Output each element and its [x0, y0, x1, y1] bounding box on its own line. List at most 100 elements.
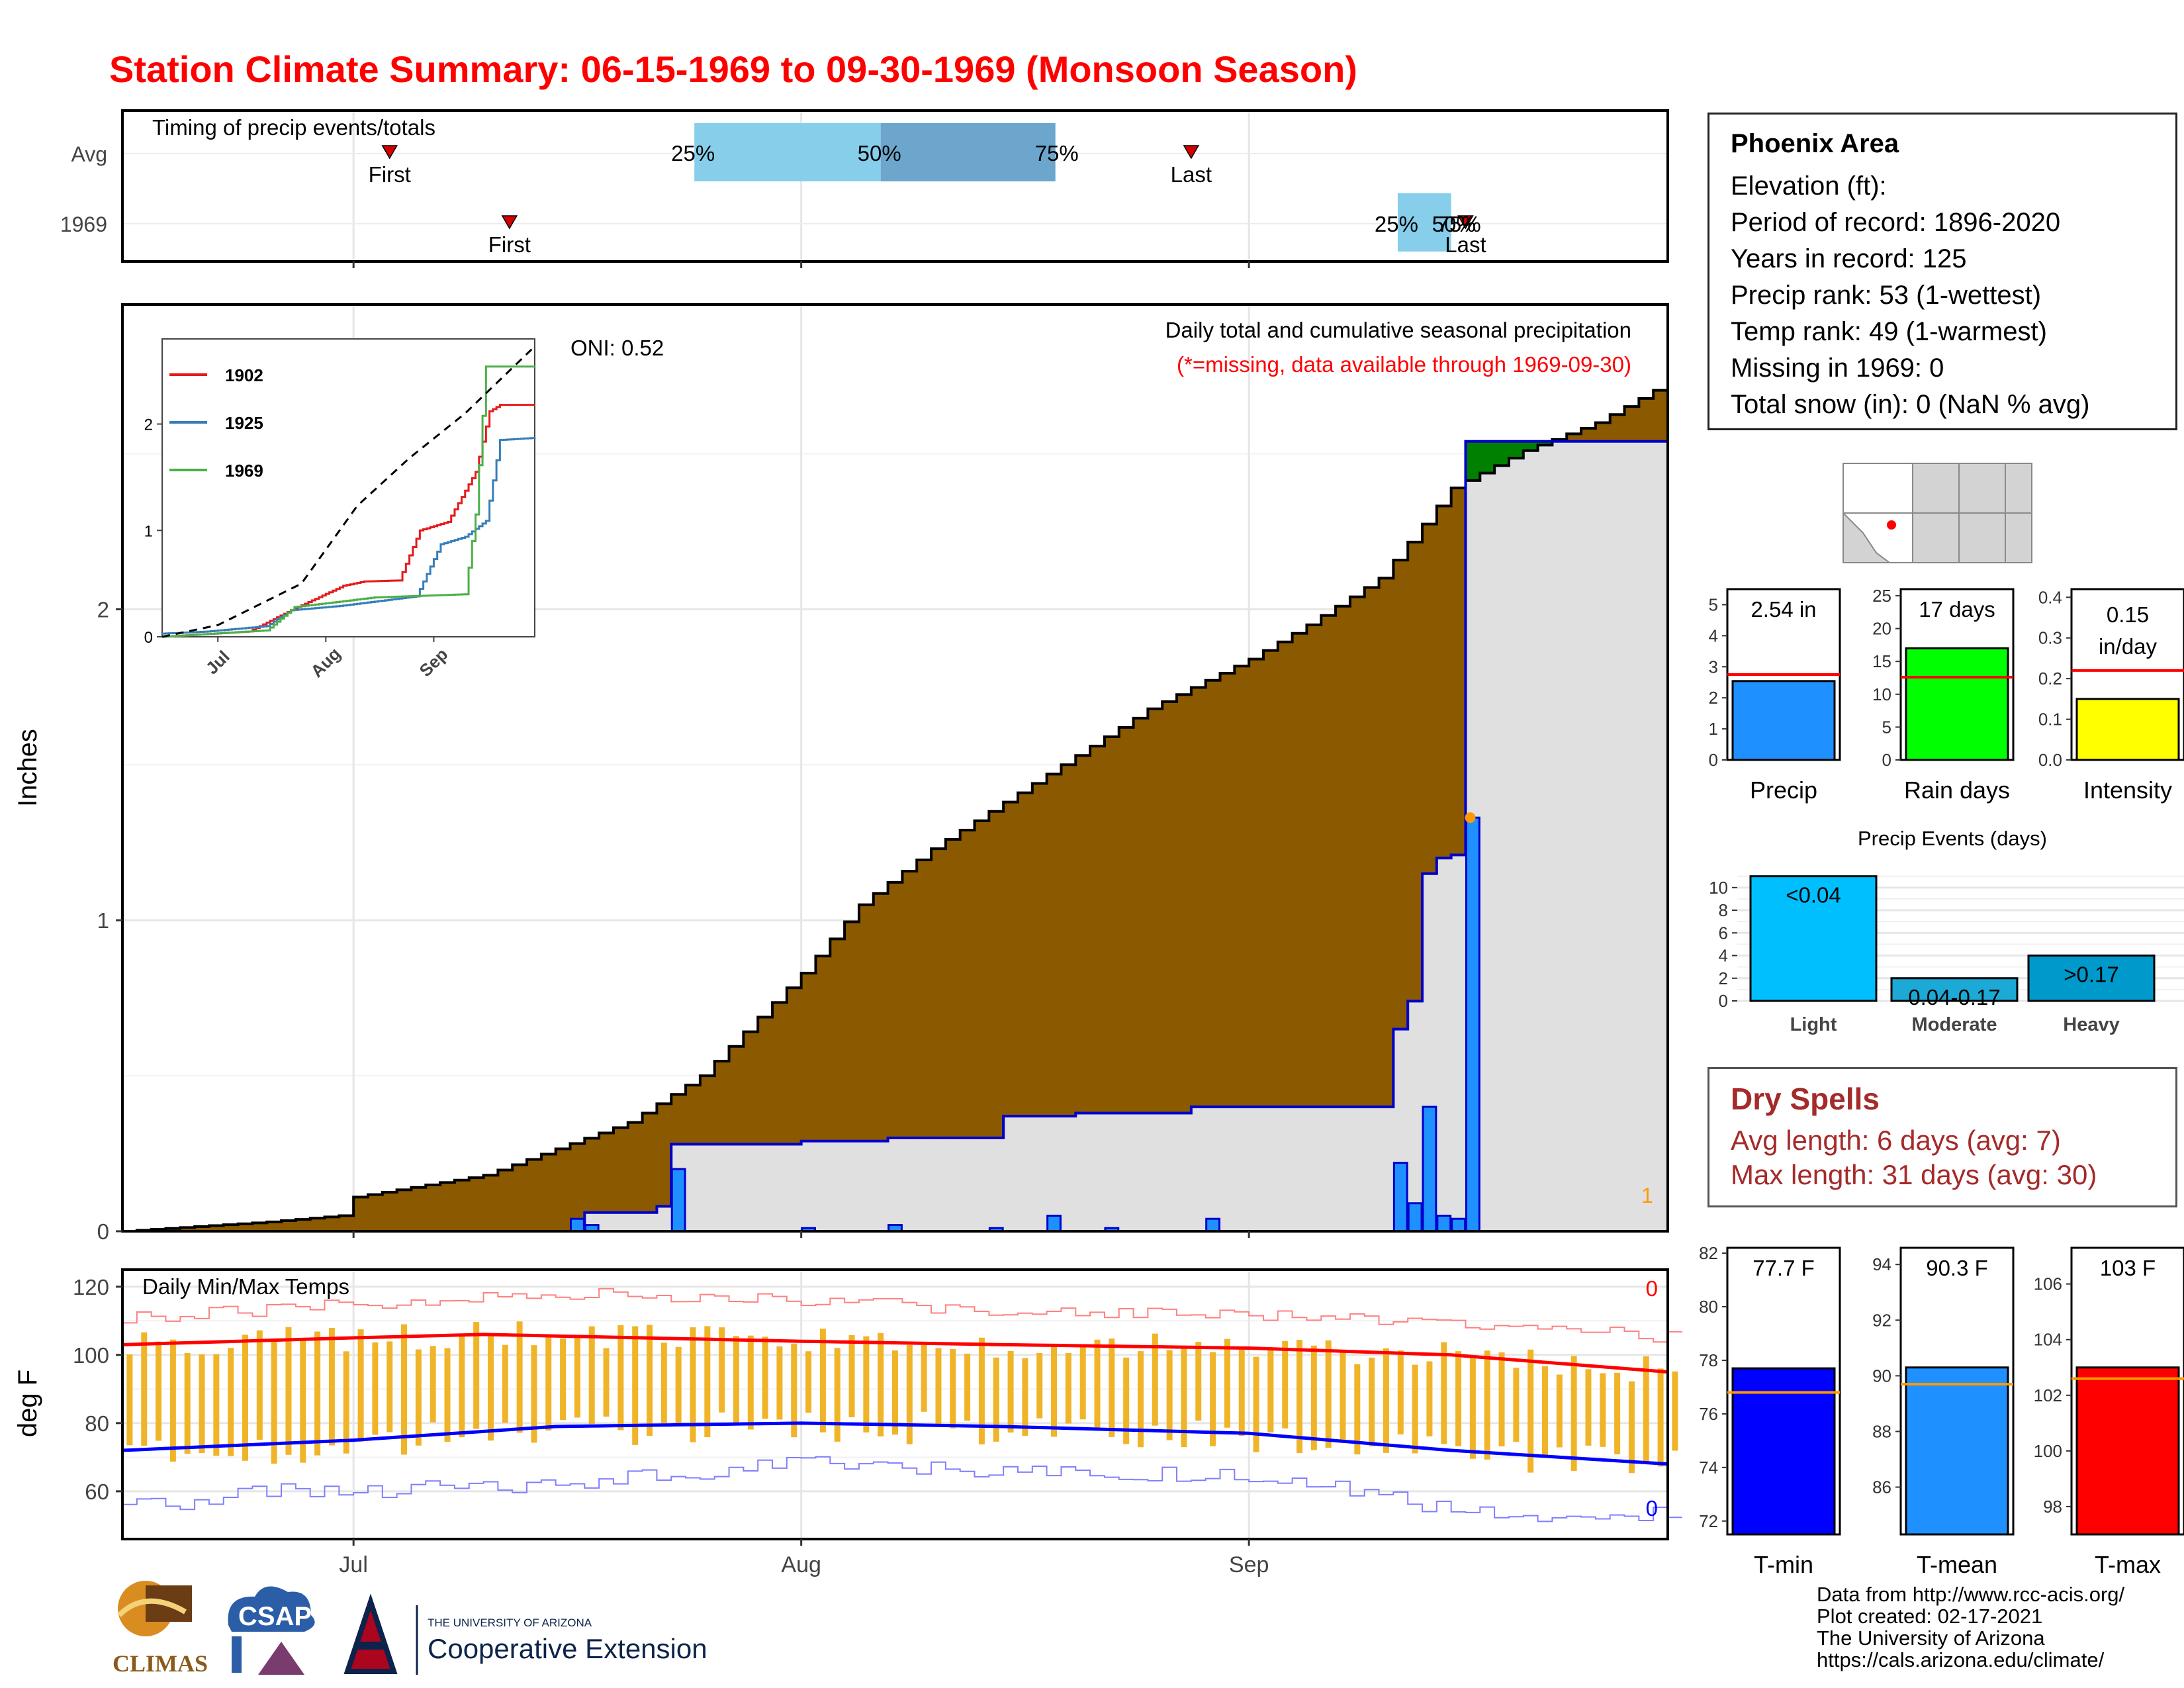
- summary-category-label: Intensity: [2083, 776, 2172, 804]
- events-value-label: 0.04-0.17: [1908, 985, 2000, 1009]
- oni-label: ONI: 0.52: [570, 336, 664, 360]
- summary-category-label: Precip: [1750, 776, 1817, 804]
- summary-ytick-label: 102: [2034, 1385, 2062, 1405]
- station-name: Phoenix Area: [1731, 129, 1899, 158]
- station-info-box: Phoenix Area Elevation (ft): Period of r…: [1707, 113, 2177, 430]
- summary-ytick-label: 4: [1709, 626, 1718, 645]
- precip-ytick-label: 0: [97, 1219, 109, 1244]
- summary-value-label: 77.7 F: [1752, 1256, 1815, 1280]
- events-ytick-label: 4: [1719, 946, 1728, 966]
- summary-ytick-label: 5: [1882, 717, 1891, 737]
- inset-ytick-label: 2: [144, 416, 153, 434]
- avg-first-label: First: [369, 162, 411, 187]
- summary-category-label: Rain days: [1904, 776, 2010, 804]
- summary-ytick-label: 20: [1872, 619, 1891, 639]
- daily-precip-bar: [1451, 1217, 1466, 1233]
- record-max-count: 0: [1646, 1276, 1658, 1301]
- avg-p50-label: 50%: [858, 141, 901, 165]
- credit-line: https://cals.arizona.edu/climate/: [1817, 1648, 2105, 1671]
- timing-panel: Timing of precip events/totals Avg 1969 Fir…: [60, 109, 1669, 268]
- summary-bar-tmin: [1731, 1367, 1836, 1536]
- summary-ytick-label: 76: [1699, 1404, 1718, 1424]
- record-min-count: 0: [1646, 1496, 1658, 1521]
- temp-ylabel: deg F: [13, 1370, 42, 1437]
- summary-ytick-label: 106: [2034, 1274, 2062, 1294]
- summary-ytick-label: 0.4: [2038, 587, 2062, 607]
- summary-ytick-label: 90: [1872, 1366, 1891, 1385]
- credit-line: The University of Arizona: [1817, 1626, 2045, 1650]
- summary-ytick-label: 86: [1872, 1477, 1891, 1497]
- summary-bar-intensity: [2075, 698, 2180, 761]
- ua-extension-text: Cooperative Extension: [428, 1633, 707, 1664]
- summary-ytick-label: 5: [1709, 594, 1718, 614]
- events-category-label: Moderate: [1912, 1014, 1997, 1035]
- timing-row-label: Avg: [71, 142, 107, 166]
- inset-frame: [161, 338, 535, 637]
- summary-ytick-label: 92: [1872, 1310, 1891, 1330]
- events-ytick-label: 2: [1719, 968, 1728, 988]
- 1969-first-label: First: [488, 232, 531, 257]
- events-title: Precip Events (days): [1858, 827, 2047, 850]
- station-snow: Total snow (in): 0 (NaN % avg): [1731, 390, 2090, 419]
- daily-precip-bar: [1465, 816, 1480, 1233]
- inset-ytick-label: 0: [144, 629, 153, 647]
- summary-ytick-label: 94: [1872, 1254, 1891, 1274]
- summary-value-label: 17 days: [1919, 597, 1995, 622]
- summary-ytick-label: 2: [1709, 688, 1718, 708]
- temp-ytick-label: 80: [85, 1411, 109, 1436]
- events-bar-moderate: [1890, 977, 2019, 1002]
- summary-value-label: 103 F: [2100, 1256, 2156, 1280]
- summary-value-label: 0.15: [2107, 602, 2149, 627]
- station-period: Period of record: 1896-2020: [1731, 208, 2061, 237]
- temp-ytick-label: 120: [73, 1275, 109, 1299]
- summary-ytick-label: 1: [1709, 719, 1718, 739]
- inset-legend-label: 1969: [225, 461, 263, 481]
- max-event-marker: [1465, 812, 1476, 823]
- daily-precip-bar: [1407, 1202, 1423, 1233]
- credit-line: Plot created: 02-17-2021: [1817, 1605, 2043, 1628]
- credits: Data from http://www.rcc-acis.org/ Plot …: [1817, 1583, 2124, 1671]
- daily-precip-bar: [670, 1168, 686, 1233]
- summary-category-label: T-min: [1754, 1551, 1813, 1578]
- chart-title: Station Climate Summary: 06-15-1969 to 0…: [109, 48, 1357, 90]
- inset-ytick-label: 1: [144, 522, 153, 540]
- average-cumulative-line: [122, 382, 1669, 1233]
- record-min-line: [122, 1456, 1682, 1523]
- station-elevation: Elevation (ft):: [1731, 171, 1887, 201]
- summary-ytick-label: 0.3: [2038, 628, 2062, 648]
- inset-series-1969: [162, 365, 535, 638]
- 1969-p75-label: 75%: [1437, 212, 1481, 236]
- summary-ytick-label: 82: [1699, 1243, 1718, 1263]
- university-of-arizona-logo: THE UNIVERSITY OF ARIZONA Cooperative Ex…: [343, 1593, 707, 1675]
- logos: CLIMAS CSAP THE UNIVERSITY OF ARIZONA Co…: [113, 1581, 707, 1677]
- precip-ylabel: Inches: [13, 729, 42, 807]
- inset-legend-label: 1925: [225, 413, 263, 433]
- avg-p75-label: 75%: [1035, 141, 1079, 165]
- events-bar-heavy: [2027, 955, 2156, 1002]
- inset-legend-label: 1902: [225, 365, 263, 385]
- summary-ytick-label: 88: [1872, 1421, 1891, 1441]
- summary-value-label: 2.54 in: [1751, 597, 1816, 622]
- csap-logo: CSAP: [228, 1586, 315, 1675]
- csap-text: CSAP: [238, 1602, 312, 1631]
- summary-ytick-label: 78: [1699, 1350, 1718, 1370]
- summary-ytick-label: 3: [1709, 657, 1718, 677]
- avg-first-marker: [381, 145, 398, 160]
- ua-small-text: THE UNIVERSITY OF ARIZONA: [428, 1617, 592, 1629]
- station-precip-rank: Precip rank: 53 (1-wettest): [1731, 281, 2042, 310]
- dry-spells-title: Dry Spells: [1731, 1082, 1880, 1116]
- avg-p25-label: 25%: [671, 141, 715, 165]
- summary-ytick-label: 15: [1872, 651, 1891, 671]
- summary-ytick-label: 0: [1709, 750, 1718, 770]
- events-ytick-label: 0: [1719, 991, 1728, 1011]
- summary-ytick-label: 0.1: [2038, 710, 2062, 729]
- daily-precip-bar: [1392, 1162, 1408, 1233]
- events-value-label: >0.17: [2064, 962, 2119, 987]
- avg-25-50-bar: [694, 123, 881, 181]
- events-category-label: Light: [1790, 1014, 1837, 1035]
- precip-frame: [121, 303, 1669, 1233]
- average-min-line: [122, 1421, 1668, 1466]
- daily-precip-bar: [1422, 1105, 1437, 1233]
- summary-ytick-label: 104: [2034, 1330, 2062, 1350]
